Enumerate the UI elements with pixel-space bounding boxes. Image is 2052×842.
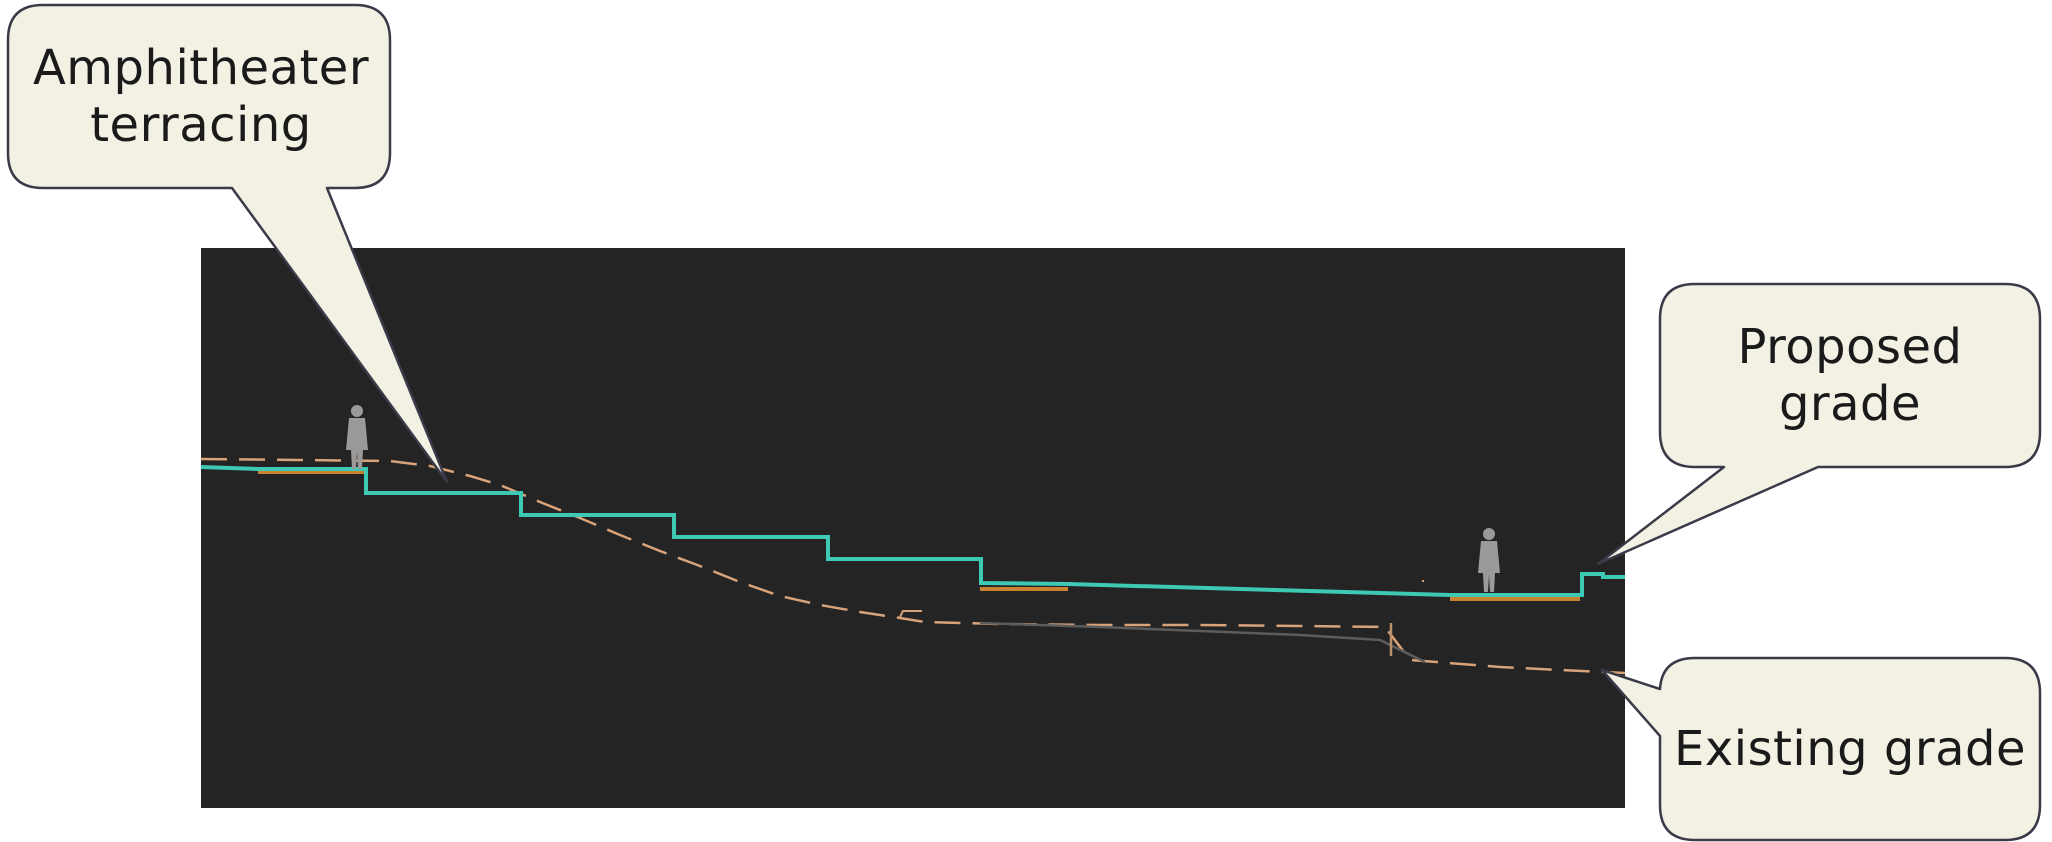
proposed-label-line1: Proposed <box>1737 319 1963 375</box>
speck <box>1422 580 1424 582</box>
existing-label-line1: Existing grade <box>1674 720 2026 777</box>
existing-structure-line <box>979 621 1426 664</box>
amphitheater-label-line1: Amphitheater <box>32 40 370 96</box>
amphitheater-callout-label: Amphitheater terracing <box>12 6 390 188</box>
existing-grade-notch <box>899 610 922 618</box>
amphitheater-callout-bubble <box>6 3 449 484</box>
person-silhouette-icon <box>1478 528 1500 592</box>
section-panel <box>201 248 1625 808</box>
person-silhouette-icon <box>346 405 368 469</box>
proposed-label-line2: grade <box>1778 376 1922 432</box>
existing-callout-bubble <box>1600 656 2042 842</box>
paving-strip <box>980 587 1068 591</box>
paving-strip <box>1450 597 1580 601</box>
proposed-callout-bubble <box>1596 282 2042 566</box>
existing-callout-label: Existing grade <box>1662 660 2038 838</box>
proposed-callout-label: Proposed grade <box>1662 285 2038 467</box>
paving-strip <box>258 470 366 474</box>
amphitheater-label-line2: terracing <box>90 97 312 153</box>
proposed-grade-line <box>200 465 1625 597</box>
existing-grade-line <box>200 457 1626 675</box>
